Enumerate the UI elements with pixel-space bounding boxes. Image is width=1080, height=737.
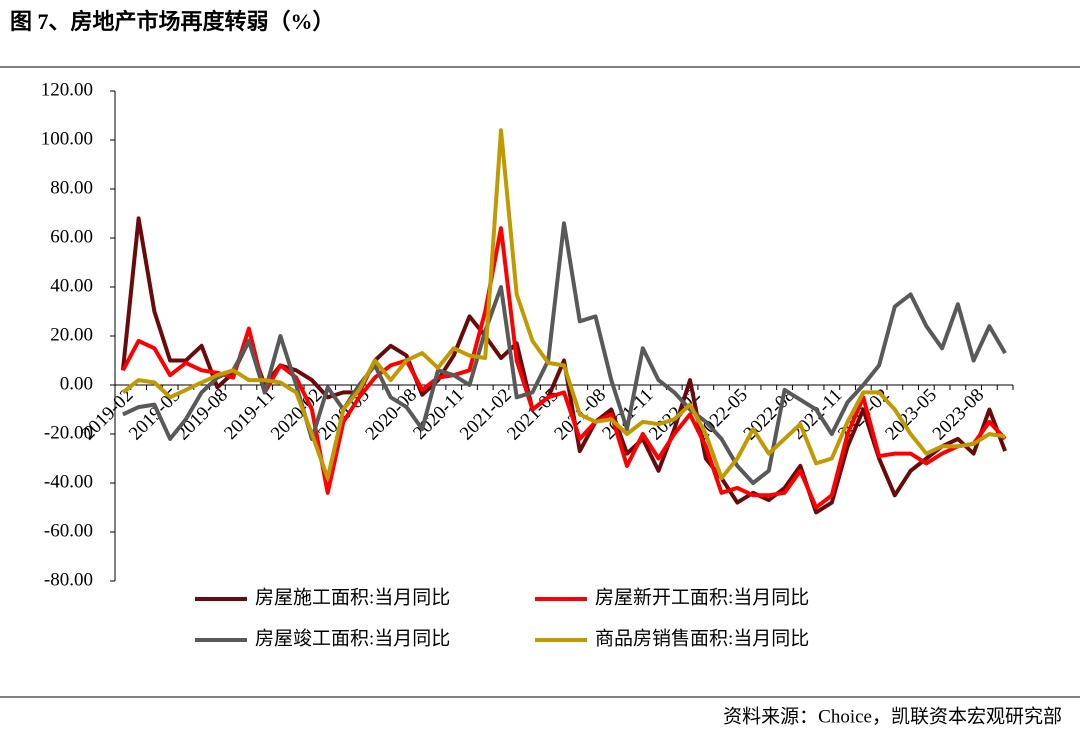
series-line — [121, 226, 1007, 510]
series-line — [122, 221, 1007, 485]
series-line — [121, 128, 1006, 481]
legend-label: 商品房销售面积:当月同比 — [595, 627, 809, 649]
y-tick-label: 100.00 — [41, 128, 93, 149]
x-tick-label: 2021-02 — [456, 385, 516, 445]
y-tick-label: -60.00 — [44, 520, 93, 541]
legend-label: 房屋施工面积:当月同比 — [255, 586, 450, 608]
source-note: 资料来源：Choice，凯联资本宏观研究部 — [723, 705, 1062, 727]
x-tick-label: 2020-11 — [409, 385, 468, 444]
chart-title: 图 7、房地产市场再度转弱（%） — [10, 9, 335, 34]
y-tick-label: 120.00 — [41, 79, 93, 100]
legend-label: 房屋竣工面积:当月同比 — [255, 627, 450, 649]
y-tick-label: -20.00 — [44, 422, 93, 443]
y-tick-label: 20.00 — [50, 324, 93, 345]
y-tick-label: 0.00 — [60, 373, 93, 394]
x-tick-label: 2019-11 — [220, 385, 279, 444]
legend-label: 房屋新开工面积:当月同比 — [595, 586, 809, 608]
y-tick-label: 80.00 — [50, 177, 93, 198]
y-tick-label: 40.00 — [50, 275, 93, 296]
y-tick-label: 60.00 — [50, 226, 93, 247]
y-tick-label: -80.00 — [44, 569, 93, 590]
y-tick-label: -40.00 — [44, 471, 93, 492]
